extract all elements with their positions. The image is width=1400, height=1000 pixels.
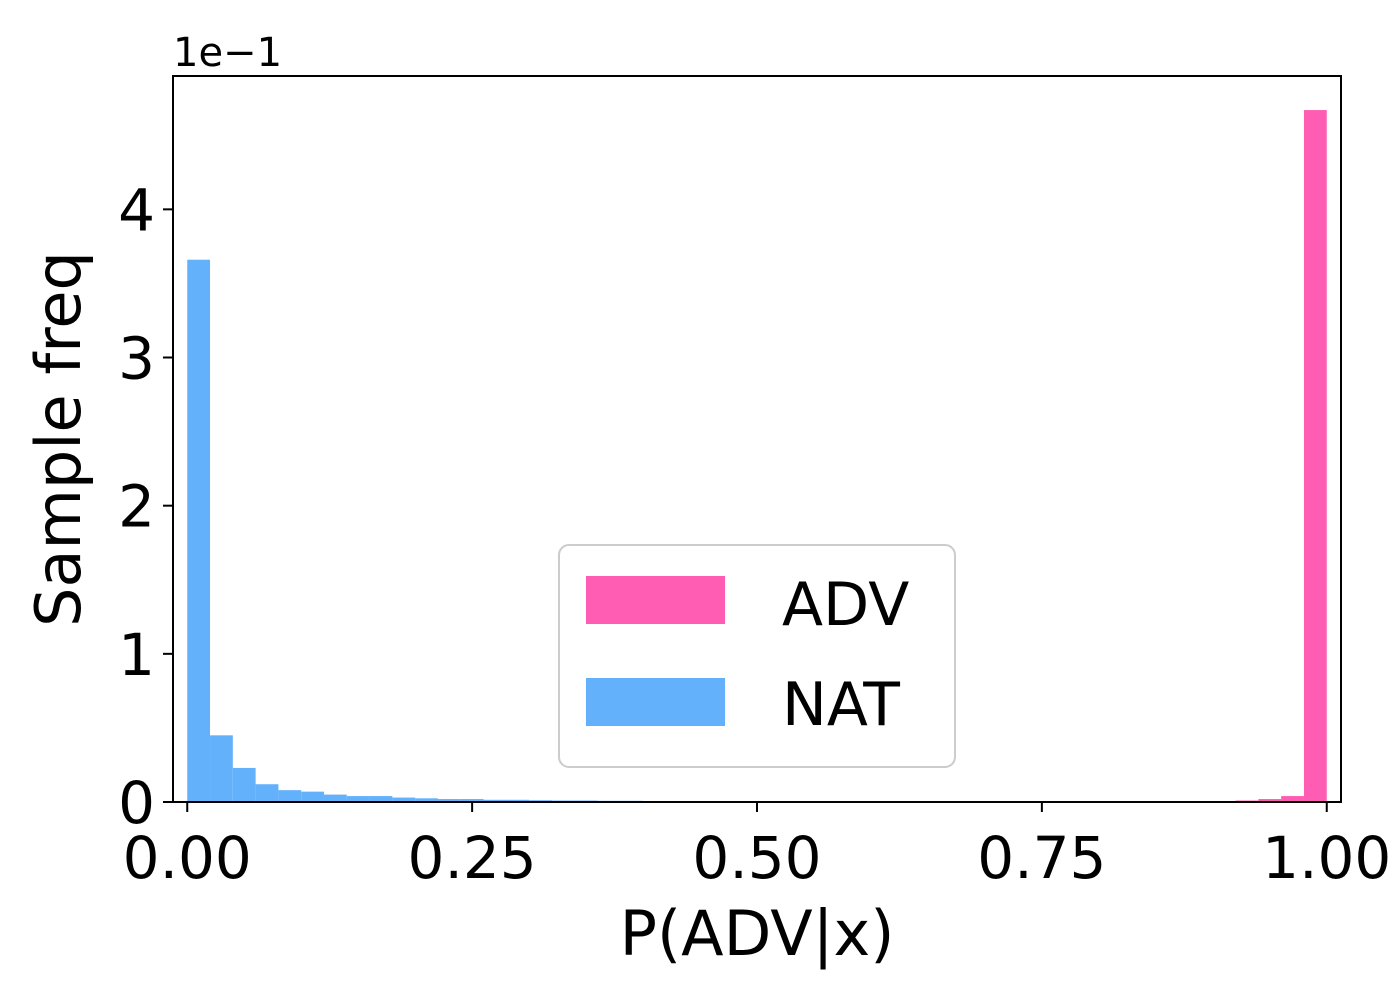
bar-nat-0 — [187, 259, 211, 803]
bar-nat-13 — [483, 799, 507, 802]
y-axis-label: Sample freq — [22, 251, 95, 627]
bar-adv-4 — [1303, 110, 1327, 802]
x-tick-label: 0.75 — [977, 824, 1106, 892]
legend: ADV NAT — [558, 544, 956, 768]
x-tick-label: 0.25 — [408, 824, 537, 892]
bar-adv-3 — [1281, 796, 1304, 802]
bar-nat-5 — [301, 791, 324, 802]
x-tick-label: 1.00 — [1262, 824, 1391, 892]
y-tick-label: 4 — [118, 176, 155, 244]
bar-nat-10 — [415, 798, 438, 802]
bar-nat-7 — [346, 796, 370, 802]
y-offset-label: 1e−1 — [173, 30, 282, 76]
legend-label-adv: ADV — [782, 570, 909, 640]
x-axis-label: P(ADV|x) — [620, 897, 895, 971]
x-tick-label: 0.50 — [692, 824, 821, 892]
bar-nat-2 — [232, 767, 256, 802]
bar-nat-3 — [255, 784, 279, 802]
bar-nat-4 — [278, 790, 302, 802]
bar-adv-2 — [1258, 799, 1282, 802]
x-axis-ticks: 0.00 0.25 0.50 0.75 1.00 — [123, 802, 1391, 892]
y-tick-label: 1 — [118, 621, 155, 689]
bar-nat-6 — [323, 794, 347, 802]
x-tick-label: 0.00 — [123, 824, 252, 892]
bar-nat-8 — [369, 796, 393, 802]
bars-layer — [187, 110, 1327, 803]
legend-swatch-nat — [586, 678, 725, 726]
bar-nat-11 — [437, 799, 461, 802]
legend-label-nat: NAT — [782, 670, 900, 740]
legend-swatch-adv — [586, 576, 725, 624]
y-tick-label: 2 — [118, 473, 155, 541]
bar-nat-1 — [210, 735, 233, 802]
y-axis-ticks: 0 1 2 3 4 — [118, 176, 173, 837]
bar-nat-14 — [506, 799, 530, 802]
y-tick-label: 3 — [118, 325, 155, 393]
bar-nat-12 — [460, 799, 484, 802]
y-tick-label: 0 — [118, 769, 155, 837]
bar-nat-9 — [392, 797, 416, 802]
